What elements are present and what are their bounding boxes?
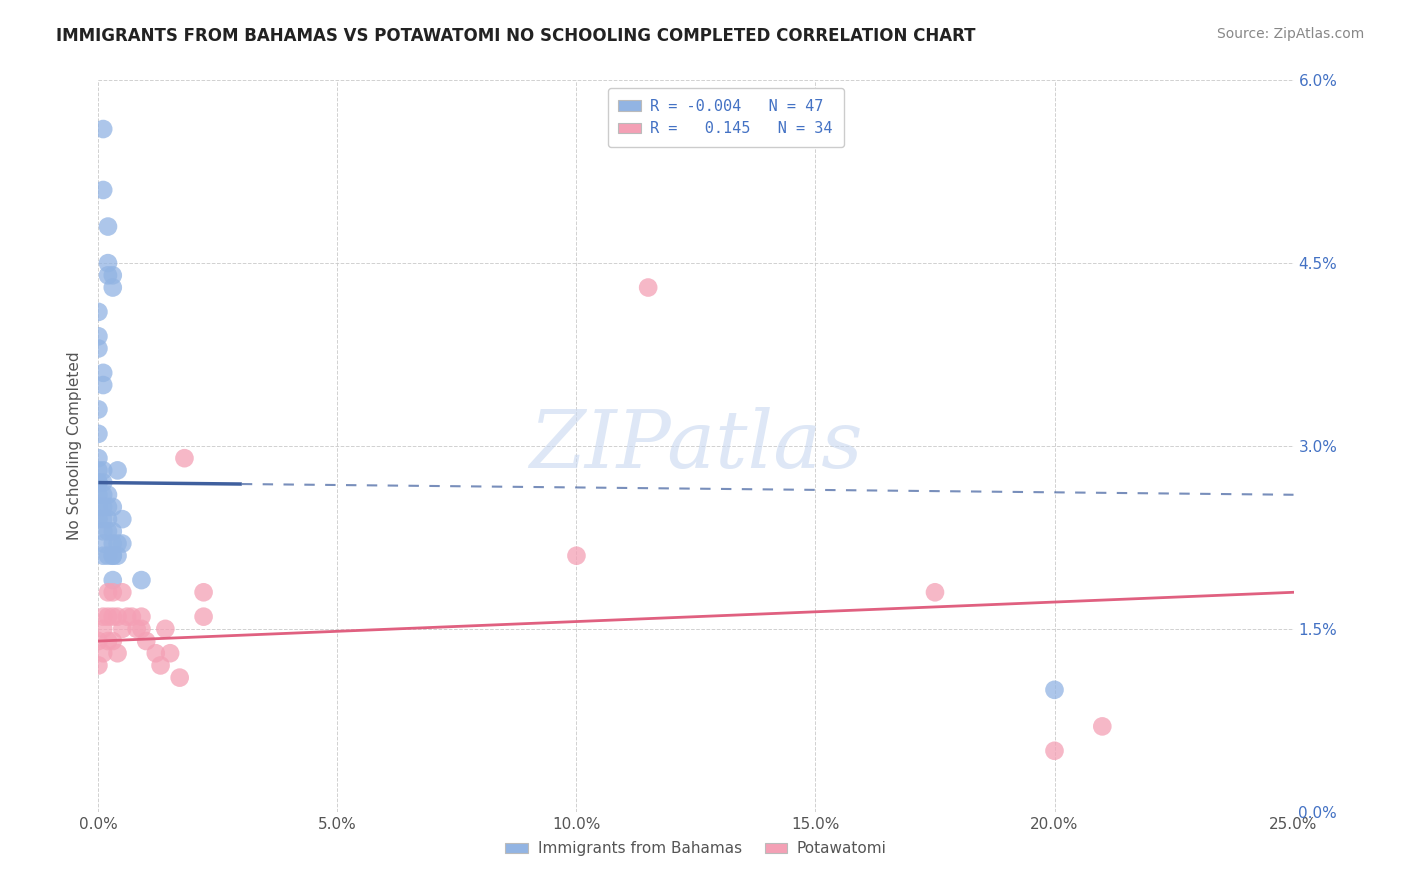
Point	[131, 622, 153, 636]
Point	[97, 500, 120, 514]
Point	[91, 378, 114, 392]
Point	[111, 622, 134, 636]
Point	[91, 366, 114, 380]
Point	[101, 573, 124, 587]
Point	[924, 585, 946, 599]
Point	[97, 488, 120, 502]
Point	[169, 671, 191, 685]
Point	[87, 500, 110, 514]
Point	[87, 475, 110, 490]
Point	[97, 524, 120, 539]
Point	[145, 646, 167, 660]
Point	[193, 585, 215, 599]
Point	[135, 634, 157, 648]
Point	[91, 500, 114, 514]
Point	[97, 549, 120, 563]
Text: ZIPatlas: ZIPatlas	[529, 408, 863, 484]
Point	[111, 512, 134, 526]
Point	[101, 549, 124, 563]
Point	[87, 451, 110, 466]
Point	[111, 536, 134, 550]
Point	[87, 463, 110, 477]
Point	[91, 536, 114, 550]
Point	[91, 463, 114, 477]
Point	[91, 488, 114, 502]
Text: Source: ZipAtlas.com: Source: ZipAtlas.com	[1216, 27, 1364, 41]
Point	[159, 646, 181, 660]
Point	[87, 512, 110, 526]
Point	[1043, 682, 1066, 697]
Point	[91, 183, 114, 197]
Point	[131, 573, 153, 587]
Point	[107, 536, 129, 550]
Point	[193, 609, 215, 624]
Point	[111, 585, 134, 599]
Point	[91, 646, 114, 660]
Point	[173, 451, 195, 466]
Point	[115, 609, 138, 624]
Point	[101, 500, 124, 514]
Point	[101, 609, 124, 624]
Point	[97, 609, 120, 624]
Point	[101, 268, 124, 283]
Point	[155, 622, 177, 636]
Point	[97, 585, 120, 599]
Point	[107, 549, 129, 563]
Point	[91, 512, 114, 526]
Point	[1091, 719, 1114, 733]
Point	[107, 646, 129, 660]
Point	[87, 475, 110, 490]
Point	[101, 536, 124, 550]
Point	[91, 524, 114, 539]
Point	[107, 609, 129, 624]
Legend: Immigrants from Bahamas, Potawatomi: Immigrants from Bahamas, Potawatomi	[499, 836, 893, 863]
Point	[1043, 744, 1066, 758]
Point	[101, 549, 124, 563]
Y-axis label: No Schooling Completed: No Schooling Completed	[67, 351, 83, 541]
Point	[87, 342, 110, 356]
Point	[565, 549, 588, 563]
Point	[101, 280, 124, 294]
Point	[637, 280, 659, 294]
Point	[107, 463, 129, 477]
Point	[91, 475, 114, 490]
Point	[87, 426, 110, 441]
Point	[121, 609, 143, 624]
Point	[97, 512, 120, 526]
Point	[87, 305, 110, 319]
Point	[149, 658, 172, 673]
Point	[91, 549, 114, 563]
Point	[125, 622, 148, 636]
Point	[131, 609, 153, 624]
Point	[97, 634, 120, 648]
Point	[91, 122, 114, 136]
Point	[87, 488, 110, 502]
Point	[101, 634, 124, 648]
Point	[91, 622, 114, 636]
Point	[87, 658, 110, 673]
Text: IMMIGRANTS FROM BAHAMAS VS POTAWATOMI NO SCHOOLING COMPLETED CORRELATION CHART: IMMIGRANTS FROM BAHAMAS VS POTAWATOMI NO…	[56, 27, 976, 45]
Point	[91, 609, 114, 624]
Point	[97, 268, 120, 283]
Point	[87, 329, 110, 343]
Point	[101, 524, 124, 539]
Point	[101, 585, 124, 599]
Point	[87, 634, 110, 648]
Point	[97, 219, 120, 234]
Point	[87, 402, 110, 417]
Point	[97, 256, 120, 270]
